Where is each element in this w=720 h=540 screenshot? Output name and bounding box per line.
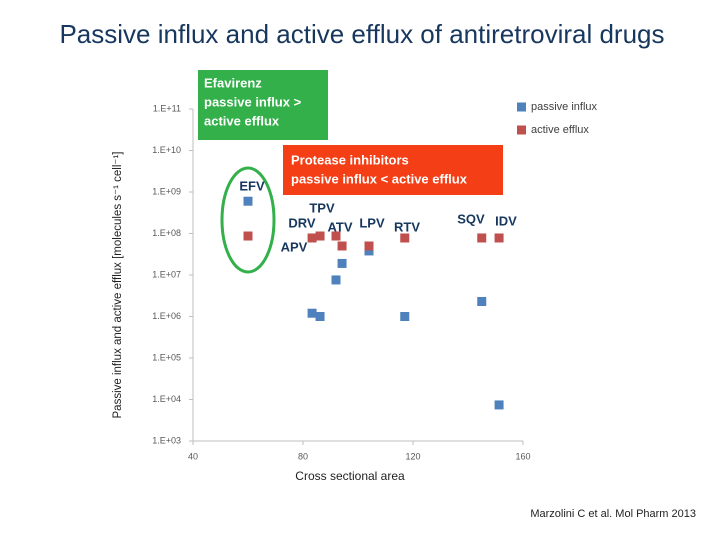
point: [337, 258, 347, 268]
efv-box-text: active efflux: [204, 113, 280, 128]
point: [307, 308, 317, 318]
x-tick-label: 80: [298, 451, 308, 461]
point: [494, 400, 504, 410]
legend-label: active efflux: [531, 124, 589, 136]
y-tick-label: 1.E+10: [152, 145, 181, 155]
drug-label: ATV: [327, 219, 352, 234]
point: [494, 233, 504, 243]
citation: Marzolini C et al. Mol Pharm 2013: [530, 508, 696, 520]
drug-label: LPV: [359, 215, 385, 230]
drug-label: IDV: [495, 213, 517, 228]
y-tick-label: 1.E+03: [152, 435, 181, 445]
drug-label: APV: [281, 239, 308, 254]
point: [331, 275, 341, 285]
drug-label: TPV: [309, 200, 335, 215]
drug-label: SQV: [457, 211, 485, 226]
y-tick-label: 1.E+11: [153, 103, 181, 113]
point: [337, 241, 347, 251]
drug-label: RTV: [394, 219, 420, 234]
efv-box-text: Efavirenz: [204, 75, 262, 90]
point: [364, 246, 374, 256]
pi-box-text: passive influx < active efflux: [291, 171, 468, 186]
point: [315, 231, 325, 241]
efv-box: [198, 70, 328, 140]
y-tick-label: 1.E+04: [152, 394, 181, 404]
point: [243, 231, 253, 241]
y-tick-label: 1.E+08: [152, 228, 181, 238]
point: [315, 312, 325, 321]
legend-label: passive influx: [531, 101, 598, 113]
x-axis-label: Cross sectional area: [295, 469, 405, 483]
slide-title: Passive influx and active efflux of anti…: [59, 19, 664, 49]
point: [243, 196, 253, 206]
x-tick-label: 40: [188, 451, 198, 461]
efv-ellipse: [220, 166, 276, 274]
point: [477, 296, 487, 306]
point: [400, 233, 410, 243]
drug-label: EFV: [239, 178, 265, 193]
y-axis-label: Passive influx and active efflux [molecu…: [112, 152, 124, 419]
point: [307, 233, 317, 243]
x-tick-label: 120: [405, 451, 420, 461]
legend-swatch: [517, 125, 526, 135]
point: [364, 241, 374, 251]
y-tick-label: 1.E+07: [152, 269, 181, 279]
x-tick-label: 160: [515, 451, 530, 461]
point: [400, 312, 410, 321]
drug-label: DRV: [288, 215, 316, 230]
y-tick-label: 1.E+09: [152, 186, 181, 196]
point: [477, 233, 487, 243]
legend-swatch: [517, 102, 526, 112]
y-tick-label: 1.E+06: [152, 311, 181, 321]
point: [331, 231, 341, 241]
efv-box-text: passive influx >: [204, 94, 302, 109]
pi-box: [283, 145, 503, 195]
y-tick-label: 1.E+05: [152, 352, 181, 362]
pi-box-text: Protease inhibitors: [291, 152, 409, 167]
